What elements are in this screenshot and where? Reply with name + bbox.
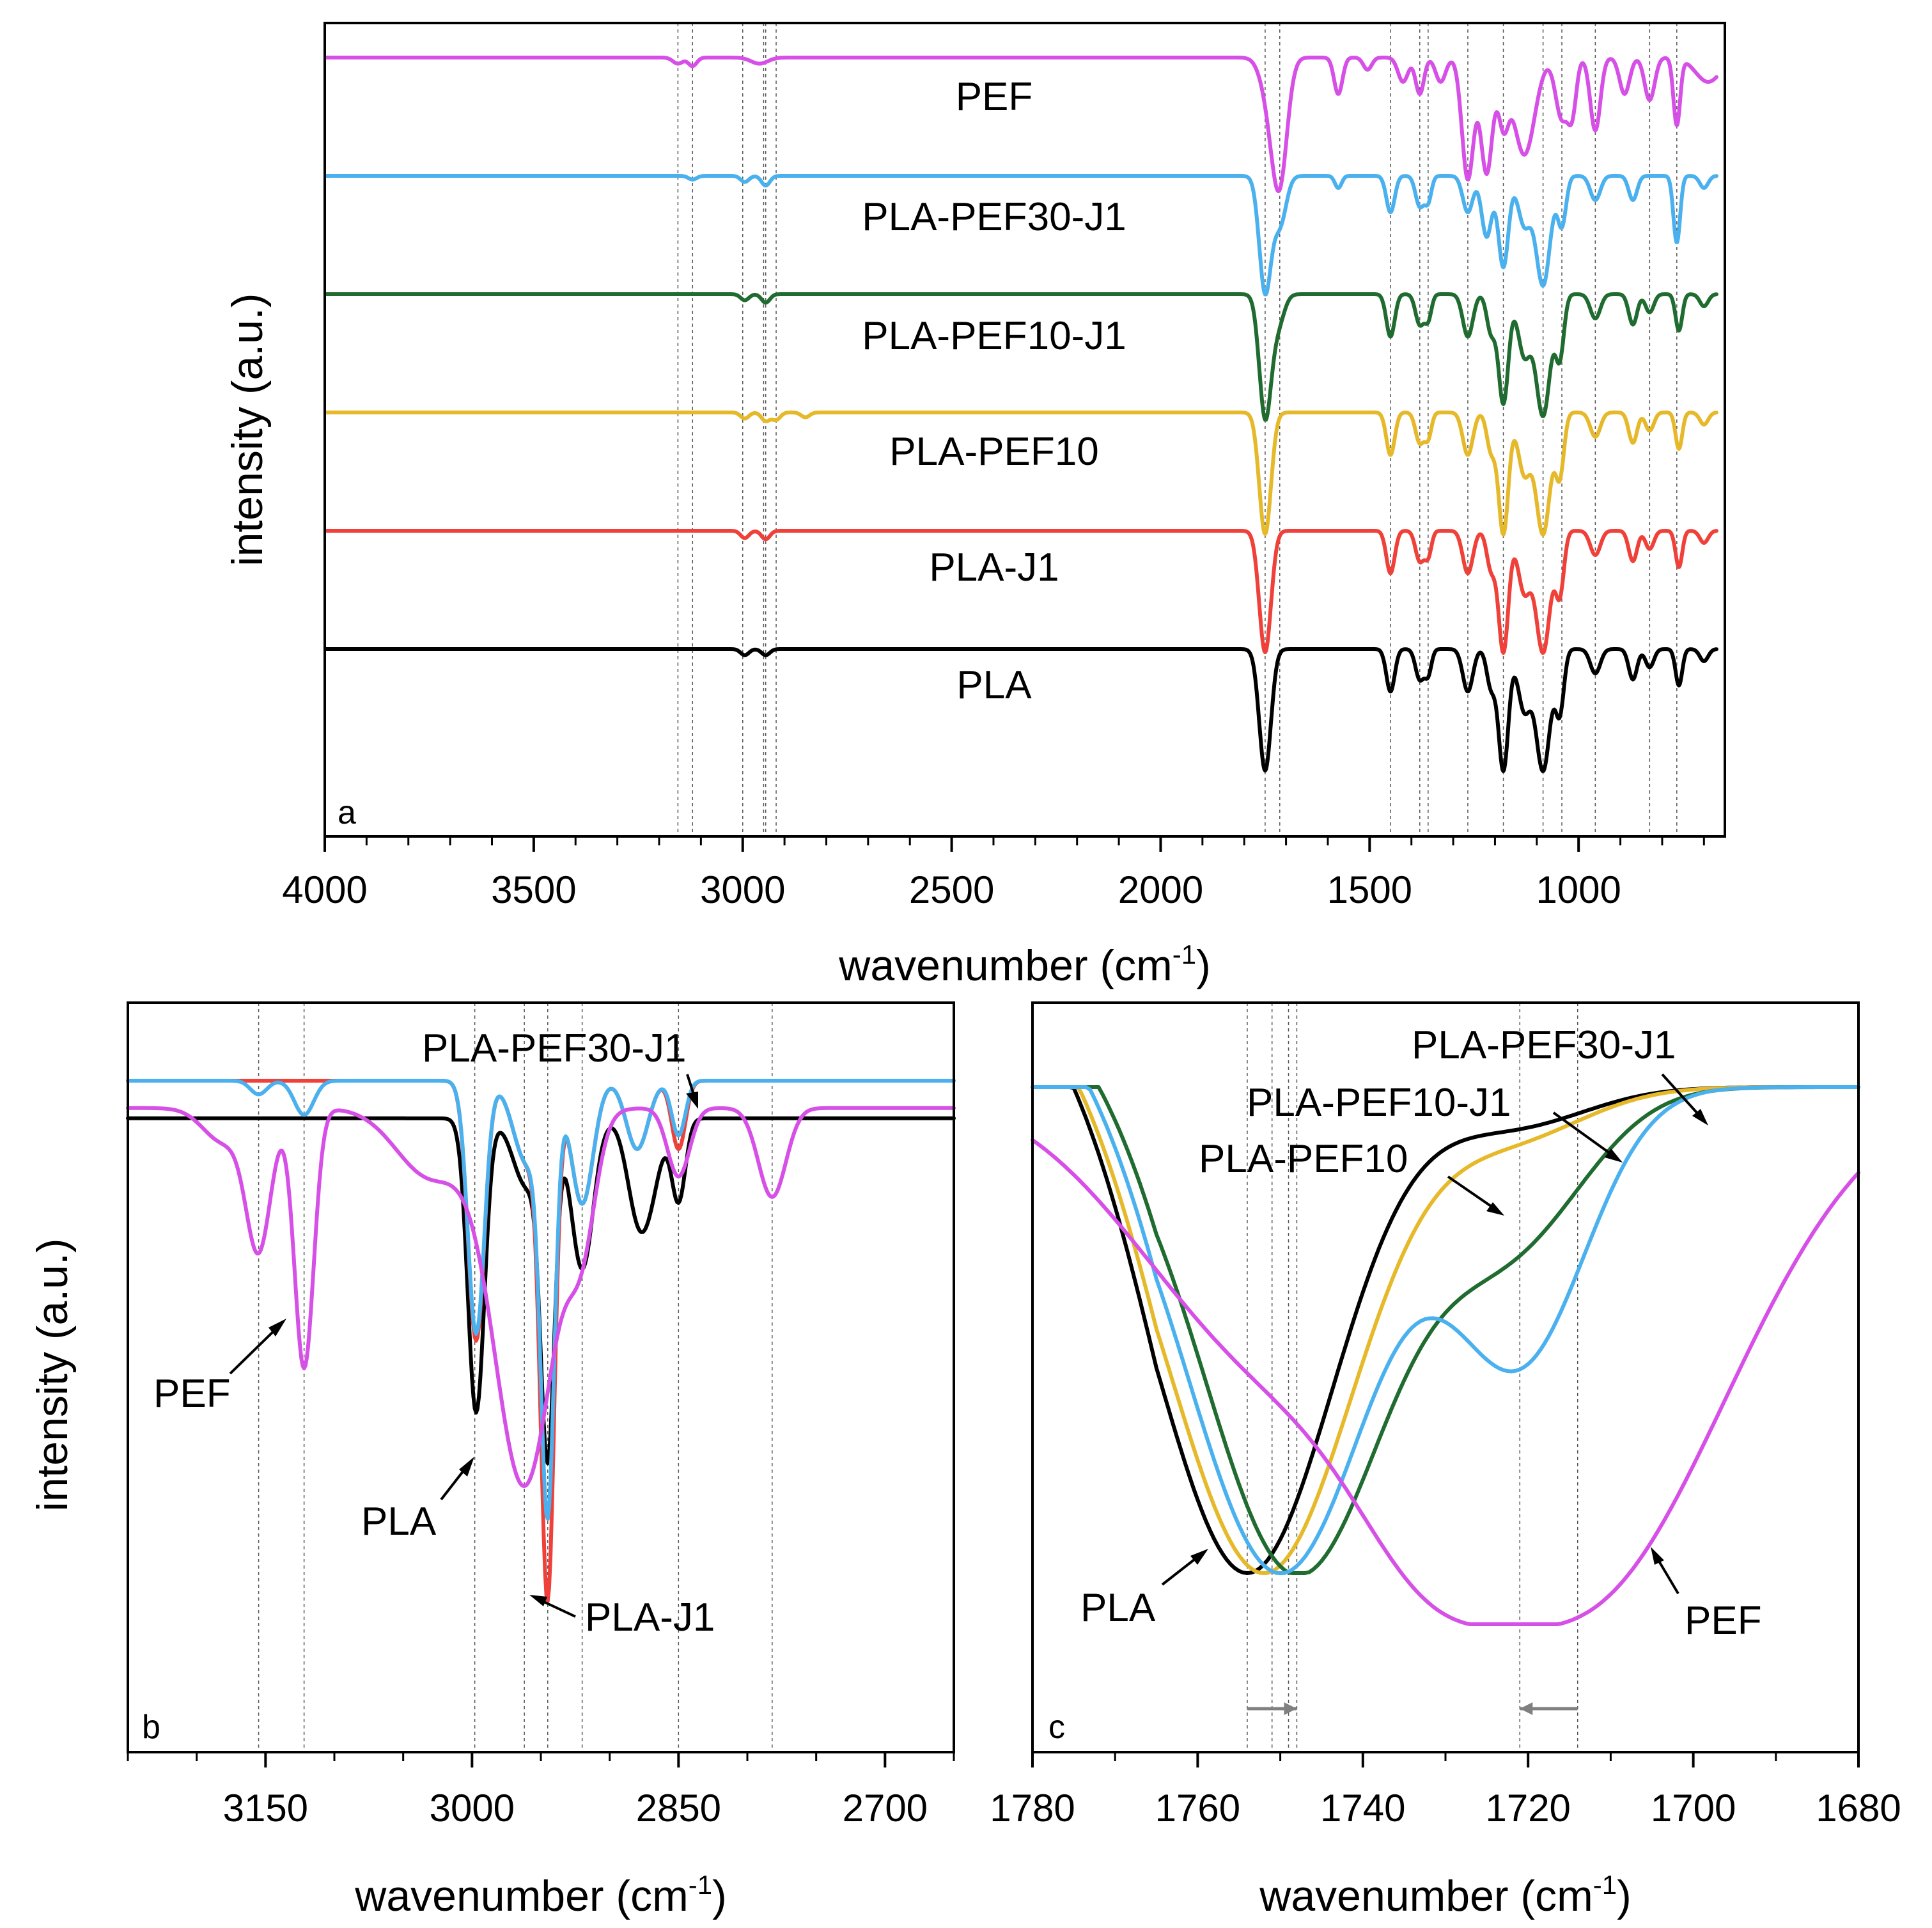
shift-arrowhead-2 — [1520, 1702, 1533, 1715]
label-pla: PLA — [956, 663, 1032, 707]
panel-a: 4000 3500 3000 2500 2000 1500 1000 a PEF PLA-P… — [223, 22, 1726, 990]
annotation-pla: PLA — [361, 1500, 437, 1544]
panel-c-tick-label-1720: 1720 — [1485, 1787, 1570, 1830]
panel-c-x-axis: 1780 1760 1740 1720 1700 1680 — [990, 1752, 1901, 1830]
panel-b-x-axis: 3150 3000 2850 2700 — [127, 1752, 955, 1830]
panel-b-x-axis-label: wavenumber (cm-1) — [354, 1870, 727, 1920]
annotation-c-pla: PLA — [1080, 1586, 1156, 1630]
panel-a-x-axis: 4000 3500 3000 2500 2000 1500 1000 — [282, 836, 1705, 911]
annotation-c-pla-pef30-j1: PLA-PEF30-J1 — [1412, 1023, 1676, 1067]
arrowhead-c-pef — [1651, 1547, 1664, 1565]
panel-b-label: b — [142, 1709, 160, 1746]
panel-a-tick-label-3000: 3000 — [700, 868, 785, 911]
panel-a-spectra — [323, 56, 1718, 773]
panel-c-x-axis-label: wavenumber (cm-1) — [1259, 1870, 1632, 1920]
panel-b-spectra — [126, 1079, 956, 1603]
panel-a-x-axis-label: wavenumber (cm-1) — [838, 939, 1211, 990]
panel-c: 1780 1760 1740 1720 1700 1680 c wavenumber (c… — [990, 1001, 1901, 1920]
arrowhead-c-pla — [1190, 1549, 1208, 1565]
panel-b-y-axis-label: intensity (a.u.) — [28, 1238, 77, 1511]
label-pla-pef10-j1: PLA-PEF10-J1 — [862, 314, 1126, 358]
panel-a-frame — [323, 22, 1726, 838]
panel-b: 3150 3000 2850 2700 b intensity (a.u.) wave… — [28, 1001, 956, 1920]
annotation-c-pla-pef10-j1: PLA-PEF10-J1 — [1247, 1081, 1511, 1125]
panel-c-label: c — [1048, 1709, 1065, 1746]
panel-a-tick-label-1500: 1500 — [1327, 868, 1412, 911]
panel-c-spectra — [1031, 1085, 1860, 1626]
annotation-pla-pef30-j1: PLA-PEF30-J1 — [422, 1026, 687, 1070]
panel-a-tick-label-1000: 1000 — [1536, 868, 1621, 911]
spectrum-pla-pef30-j1 — [323, 174, 1718, 297]
arrowhead-pla-pef30-j1 — [686, 1092, 698, 1109]
panel-b-tick-label-3150: 3150 — [223, 1787, 308, 1830]
spectrum-c-pla-pef10 — [1031, 1085, 1860, 1575]
panel-a-label: a — [338, 794, 356, 831]
arrowhead-c-pla-pef10 — [1486, 1202, 1504, 1216]
label-pef: PEF — [956, 75, 1033, 119]
panel-a-tick-label-3500: 3500 — [491, 868, 576, 911]
panel-a-tick-label-2000: 2000 — [1118, 868, 1203, 911]
arrowhead-pef — [269, 1319, 286, 1336]
panel-a-y-axis-label: intensity (a.u.) — [223, 293, 272, 566]
panel-a-tick-label-2500: 2500 — [909, 868, 994, 911]
spectrum-pla — [323, 647, 1718, 773]
arrowhead-pla — [459, 1457, 474, 1477]
spectrum-b-pef — [126, 1106, 956, 1488]
spectrum-c-pef — [1031, 1138, 1860, 1626]
label-pla-j1: PLA-J1 — [929, 545, 1059, 590]
spectrum-pla-pef10 — [323, 411, 1718, 537]
panel-c-tick-label-1780: 1780 — [990, 1787, 1075, 1830]
panel-c-tick-label-1740: 1740 — [1320, 1787, 1405, 1830]
arrowhead-c-pla-pef10-j1 — [1605, 1148, 1623, 1163]
spectrum-c-pla-pef30-j1 — [1031, 1085, 1860, 1575]
spectrum-b-pla-pef30-j1 — [126, 1079, 956, 1521]
panel-b-tick-label-2700: 2700 — [843, 1787, 928, 1830]
panel-a-tick-label-4000: 4000 — [282, 868, 367, 911]
panel-c-tick-label-1680: 1680 — [1816, 1787, 1901, 1830]
annotation-pla-j1: PLA-J1 — [585, 1595, 715, 1640]
arrowhead-pla-j1 — [529, 1595, 547, 1606]
label-pla-pef30-j1: PLA-PEF30-J1 — [862, 195, 1126, 239]
shift-arrowhead-1 — [1284, 1702, 1297, 1715]
arrow-c-pla-pef10-j1 — [1552, 1111, 1619, 1160]
annotation-c-pla-pef10: PLA-PEF10 — [1199, 1137, 1408, 1181]
panel-b-tick-label-2850: 2850 — [636, 1787, 721, 1830]
panel-b-tick-label-3000: 3000 — [430, 1787, 515, 1830]
panel-c-tick-label-1760: 1760 — [1155, 1787, 1240, 1830]
label-pla-pef10: PLA-PEF10 — [889, 430, 1098, 474]
annotation-pef: PEF — [153, 1372, 231, 1416]
panel-c-tick-label-1700: 1700 — [1651, 1787, 1736, 1830]
spectrum-pla-pef10-j1 — [323, 292, 1718, 422]
annotation-c-pef: PEF — [1685, 1599, 1762, 1643]
spectrum-pla-j1 — [323, 529, 1718, 655]
panel-c-shift-arrows — [1247, 1702, 1578, 1715]
spectrum-pef — [323, 56, 1718, 194]
arrowhead-c-pla-pef30-j1 — [1692, 1109, 1708, 1125]
panel-b-reference-lines — [258, 1003, 773, 1752]
